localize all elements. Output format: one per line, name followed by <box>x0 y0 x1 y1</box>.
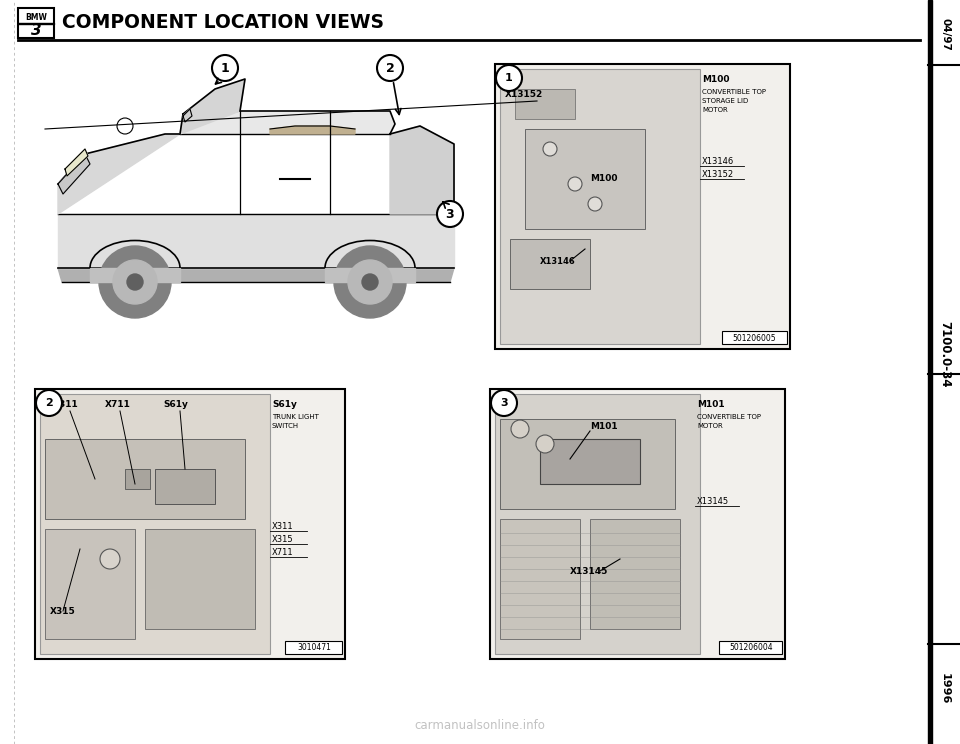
Circle shape <box>588 197 602 211</box>
Bar <box>500 419 675 509</box>
Text: X315: X315 <box>50 607 76 616</box>
Text: 1: 1 <box>505 73 513 83</box>
Polygon shape <box>325 268 415 282</box>
Bar <box>18 8 54 38</box>
Text: SWITCH: SWITCH <box>272 423 300 429</box>
Text: 1996: 1996 <box>940 673 950 705</box>
Circle shape <box>437 201 463 227</box>
Text: X711: X711 <box>272 548 294 557</box>
Circle shape <box>334 246 406 318</box>
Circle shape <box>543 142 557 156</box>
Bar <box>35 389 345 659</box>
Text: X13152: X13152 <box>505 90 543 99</box>
Polygon shape <box>183 109 192 122</box>
Circle shape <box>113 260 157 304</box>
Text: 7100.0-34: 7100.0-34 <box>939 321 951 387</box>
Bar <box>45 529 135 639</box>
Bar <box>495 64 790 349</box>
Bar <box>45 439 245 519</box>
Text: X711: X711 <box>105 400 131 409</box>
Text: TRUNK LIGHT: TRUNK LIGHT <box>272 414 319 420</box>
Bar <box>490 389 785 659</box>
Bar <box>510 239 590 289</box>
Bar <box>495 394 700 654</box>
Text: X13145: X13145 <box>570 567 609 576</box>
Text: S61y: S61y <box>272 400 297 409</box>
Circle shape <box>36 390 62 416</box>
Text: STORAGE LID: STORAGE LID <box>702 98 748 104</box>
Polygon shape <box>180 111 395 134</box>
Text: 2: 2 <box>386 62 395 74</box>
Text: S61y: S61y <box>163 400 188 409</box>
Text: X315: X315 <box>272 535 294 544</box>
Text: MOTOR: MOTOR <box>702 107 728 113</box>
Text: 2: 2 <box>45 398 53 408</box>
Polygon shape <box>58 268 454 282</box>
Circle shape <box>491 390 517 416</box>
Text: X311: X311 <box>53 400 79 409</box>
Bar <box>155 469 215 504</box>
Text: 501206004: 501206004 <box>730 644 773 652</box>
Bar <box>125 469 150 489</box>
Bar <box>18 22 54 24</box>
Text: X13146: X13146 <box>540 257 576 266</box>
Circle shape <box>511 420 529 438</box>
Text: X13145: X13145 <box>697 497 730 506</box>
Text: 3: 3 <box>31 22 41 37</box>
Circle shape <box>127 274 143 290</box>
Circle shape <box>212 55 238 81</box>
Polygon shape <box>58 134 180 214</box>
Bar <box>719 641 782 654</box>
Text: carmanualsonline.info: carmanualsonline.info <box>415 719 545 732</box>
Bar <box>590 519 680 629</box>
Text: X13146: X13146 <box>702 157 734 166</box>
Bar <box>145 529 255 629</box>
Text: M100: M100 <box>702 75 730 84</box>
Text: M100: M100 <box>590 174 617 183</box>
Circle shape <box>377 55 403 81</box>
Circle shape <box>117 118 133 134</box>
Polygon shape <box>58 214 454 268</box>
Circle shape <box>536 435 554 453</box>
Bar <box>722 331 787 344</box>
Text: 1: 1 <box>221 62 229 74</box>
Circle shape <box>568 177 582 191</box>
Bar <box>540 439 640 484</box>
Text: 3: 3 <box>500 398 508 408</box>
Polygon shape <box>58 154 90 194</box>
Text: CONVERTIBLE TOP: CONVERTIBLE TOP <box>702 89 766 95</box>
Bar <box>40 394 270 654</box>
Polygon shape <box>270 126 355 134</box>
Bar <box>285 641 342 654</box>
Polygon shape <box>390 126 454 214</box>
Text: M101: M101 <box>590 422 617 431</box>
Circle shape <box>362 274 378 290</box>
Text: BMW: BMW <box>25 13 47 22</box>
Text: M101: M101 <box>697 400 725 409</box>
Polygon shape <box>90 268 180 282</box>
Polygon shape <box>65 149 88 176</box>
Bar <box>525 129 645 229</box>
Bar <box>928 0 932 744</box>
Circle shape <box>348 260 392 304</box>
Text: COMPONENT LOCATION VIEWS: COMPONENT LOCATION VIEWS <box>62 13 384 31</box>
Circle shape <box>100 549 120 569</box>
Bar <box>500 69 700 344</box>
Bar <box>500 519 580 639</box>
Text: CONVERTIBLE TOP: CONVERTIBLE TOP <box>697 414 761 420</box>
Text: X13152: X13152 <box>702 170 734 179</box>
Polygon shape <box>180 79 245 134</box>
Text: X311: X311 <box>272 522 294 531</box>
Bar <box>515 89 575 119</box>
Text: 04/97: 04/97 <box>940 18 950 51</box>
Text: 501206005: 501206005 <box>732 333 776 342</box>
Circle shape <box>99 246 171 318</box>
Text: MOTOR: MOTOR <box>697 423 723 429</box>
Text: 3010471: 3010471 <box>297 644 331 652</box>
Text: 3: 3 <box>445 208 454 220</box>
Circle shape <box>496 65 522 91</box>
